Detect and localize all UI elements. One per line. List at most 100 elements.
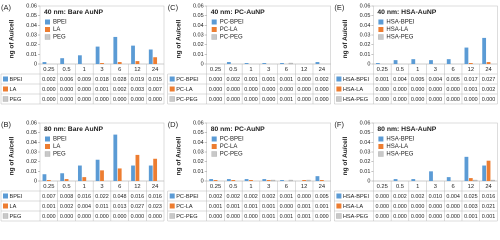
x-tick-label: 24 [319,67,326,73]
bar [315,176,320,181]
legend-label: PC-PEG [220,152,243,158]
y-tick-label: 0.02 [26,159,37,165]
bar [77,165,82,181]
table-cell: 0.000 [244,87,258,93]
table-cell: 0.025 [464,194,478,200]
bar [468,63,473,64]
table-cell: 0.000 [482,97,496,103]
x-tick-label: 1 [83,67,86,73]
legend-swatch [45,27,50,32]
legend-label: HSA-BPEI [386,137,414,143]
bar [262,179,267,181]
table-cell: 0.000 [42,97,56,103]
table-cell: 0.000 [113,97,127,103]
legend-label: PC-BPEI [220,137,244,143]
table-cell: 0.002 [60,204,74,210]
y-tick-label: 0.04 [26,140,37,146]
table-cell: 0.000 [60,87,74,93]
y-tick-label: 0.02 [193,42,204,48]
table-cell: 0.001 [280,77,294,83]
bar [464,47,469,64]
table-cell: 0.000 [315,97,329,103]
table-cell: 0.001 [315,204,329,210]
bar [280,63,284,64]
table-cell: 0.002 [411,194,425,200]
table-cell: 0.028 [113,77,127,83]
table-cell: 0.021 [482,204,496,210]
x-tick-label: 1 [416,184,419,190]
table-cell: 0.000 [244,97,258,103]
y-tick-label: 0.06 [26,3,37,9]
y-tick-label: 0.01 [26,169,37,175]
bar [135,61,140,64]
table-row-label: HSA-BPEI [343,77,370,83]
table-cell: 0.001 [280,97,294,103]
x-tick-label: 24 [319,184,326,190]
bar [60,58,65,64]
bar [148,49,153,64]
bar [148,165,153,181]
table-swatch [169,96,175,102]
x-tick-label: 6 [285,67,288,73]
y-tick-label: 0.04 [26,23,37,29]
table-cell: 0.001 [297,204,311,210]
table-cell: 0.000 [78,87,92,93]
chart-title: 40 nm: Bare AuNP [44,9,104,16]
table-cell: 0.000 [446,214,460,220]
x-tick-label: 12 [134,184,140,190]
bar [64,179,69,181]
table-cell: 0.004 [393,77,407,83]
table-row-label: BPEI [10,77,23,83]
x-tick-label: 24 [152,184,159,190]
y-axis-label: ng of Au/cell [175,136,182,175]
table-cell: 0.000 [60,214,74,220]
y-tick-label: 0.03 [193,149,204,155]
legend-label: HSA-PEG [386,35,413,41]
table-cell: 0.001 [95,87,109,93]
table-cell: 0.000 [209,77,223,83]
table-cell: 0.000 [376,214,390,220]
x-tick-label: 6 [285,184,288,190]
panel-label: (D) [168,120,179,129]
chart-title: 80 nm: Bare AuNP [44,126,104,133]
bar [315,62,320,64]
table-cell: 0.000 [227,97,241,103]
y-tick-label: 0.04 [360,140,371,146]
table-cell: 0.010 [429,194,443,200]
y-tick-label: 0.02 [360,42,371,48]
y-tick-label: 0 [367,178,370,184]
x-tick-label: 12 [134,67,140,73]
table-cell: 0.004 [429,77,443,83]
table-cell: 0.017 [464,77,478,83]
table-cell: 0.013 [113,204,127,210]
table-row-label: PC-LA [176,204,193,210]
table-cell: 0.000 [148,97,162,103]
x-tick-label: 6 [451,184,454,190]
table-cell: 0.001 [297,214,311,220]
legend-swatch [44,151,51,157]
legend-label: LA [53,27,60,33]
table-cell: 0.000 [376,97,390,103]
table-cell: 0.001 [262,77,276,83]
bar [135,154,140,181]
x-tick-label: 6 [118,67,121,73]
y-tick-label: 0.03 [360,149,371,155]
table-row-label: PEG [10,97,22,103]
table-cell: 0.016 [148,194,162,200]
y-tick-label: 0.05 [193,130,204,136]
table-swatch [336,96,342,102]
table-cell: 0.000 [393,204,407,210]
table-cell: 0.001 [244,77,258,83]
table-cell: 0.000 [148,214,162,220]
bar [231,180,236,181]
bar [153,158,158,181]
bar [280,180,284,181]
bar [393,60,398,64]
table-cell: 0.000 [376,194,390,200]
table-cell: 0.000 [280,87,294,93]
legend-swatch [378,19,384,25]
table-cell: 0.000 [131,214,145,220]
bar [131,45,135,64]
bar [262,63,267,64]
y-tick-label: 0.06 [26,120,37,126]
